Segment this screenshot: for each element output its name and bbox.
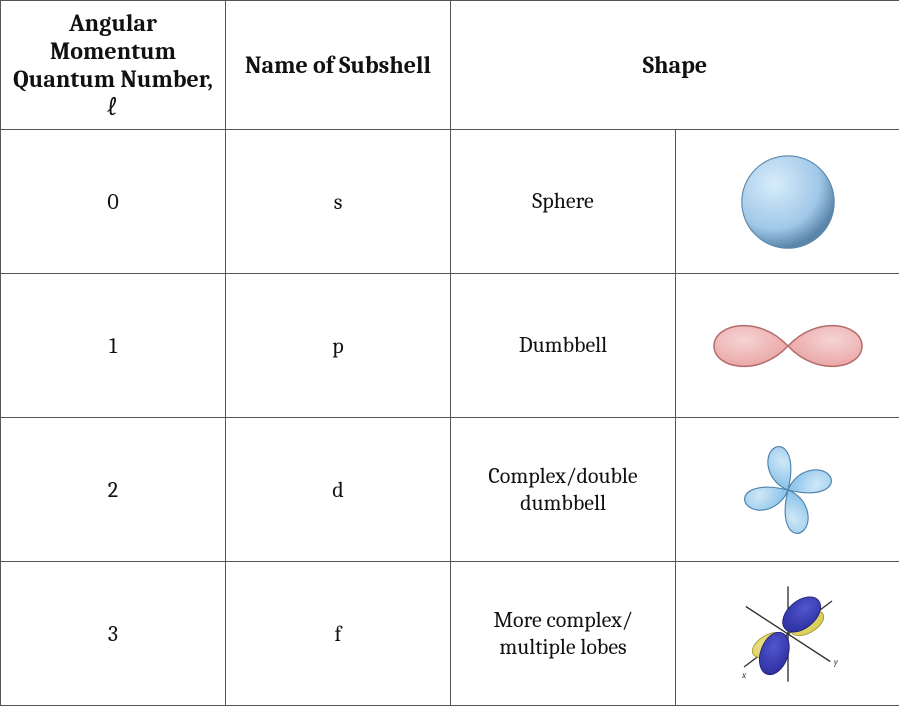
- shape-label-text: Dumbbell: [457, 332, 669, 358]
- table-row: 1 p Dumbbell: [1, 274, 899, 418]
- shape-label-text: Complex/double dumbbell: [457, 463, 669, 516]
- cell-shape-label: Complex/double dumbbell: [451, 418, 676, 562]
- double-dumbbell-icon: [733, 435, 843, 545]
- cell-shape-label: Dumbbell: [451, 274, 676, 418]
- cell-subshell-name: s: [226, 130, 451, 274]
- cell-subshell-name: f: [226, 562, 451, 706]
- dumbbell-icon: [708, 306, 868, 386]
- shape-label-text: Sphere: [457, 188, 669, 214]
- subshell-table: Angular Momentum Quantum Number, ℓ Name …: [0, 0, 899, 706]
- header-subshell-name: Name of Subshell: [226, 1, 451, 130]
- cell-subshell-name: d: [226, 418, 451, 562]
- sphere-icon: [733, 147, 843, 257]
- cell-shape-icon: [676, 274, 899, 418]
- cell-subshell-name: p: [226, 274, 451, 418]
- cell-shape-icon: [676, 418, 899, 562]
- cell-l: 1: [1, 274, 226, 418]
- cell-shape-icon: [676, 130, 899, 274]
- svg-text:y: y: [833, 658, 837, 668]
- cell-l: 2: [1, 418, 226, 562]
- cell-shape-icon: y x: [676, 562, 899, 706]
- table-row: 2 d Complex/double dumbbell: [1, 418, 899, 562]
- shape-label-text: More complex/ multiple lobes: [457, 607, 669, 660]
- cell-l: 0: [1, 130, 226, 274]
- table-row: 0 s Sphere: [1, 130, 899, 274]
- cell-shape-label: More complex/ multiple lobes: [451, 562, 676, 706]
- table-row: 3 f More complex/ multiple lobes: [1, 562, 899, 706]
- cell-shape-label: Sphere: [451, 130, 676, 274]
- header-shape: Shape: [451, 1, 899, 130]
- cell-l: 3: [1, 562, 226, 706]
- table-header-row: Angular Momentum Quantum Number, ℓ Name …: [1, 1, 899, 130]
- svg-text:x: x: [741, 671, 747, 681]
- header-angular-momentum: Angular Momentum Quantum Number, ℓ: [1, 1, 226, 130]
- f-orbital-icon: y x: [733, 579, 843, 689]
